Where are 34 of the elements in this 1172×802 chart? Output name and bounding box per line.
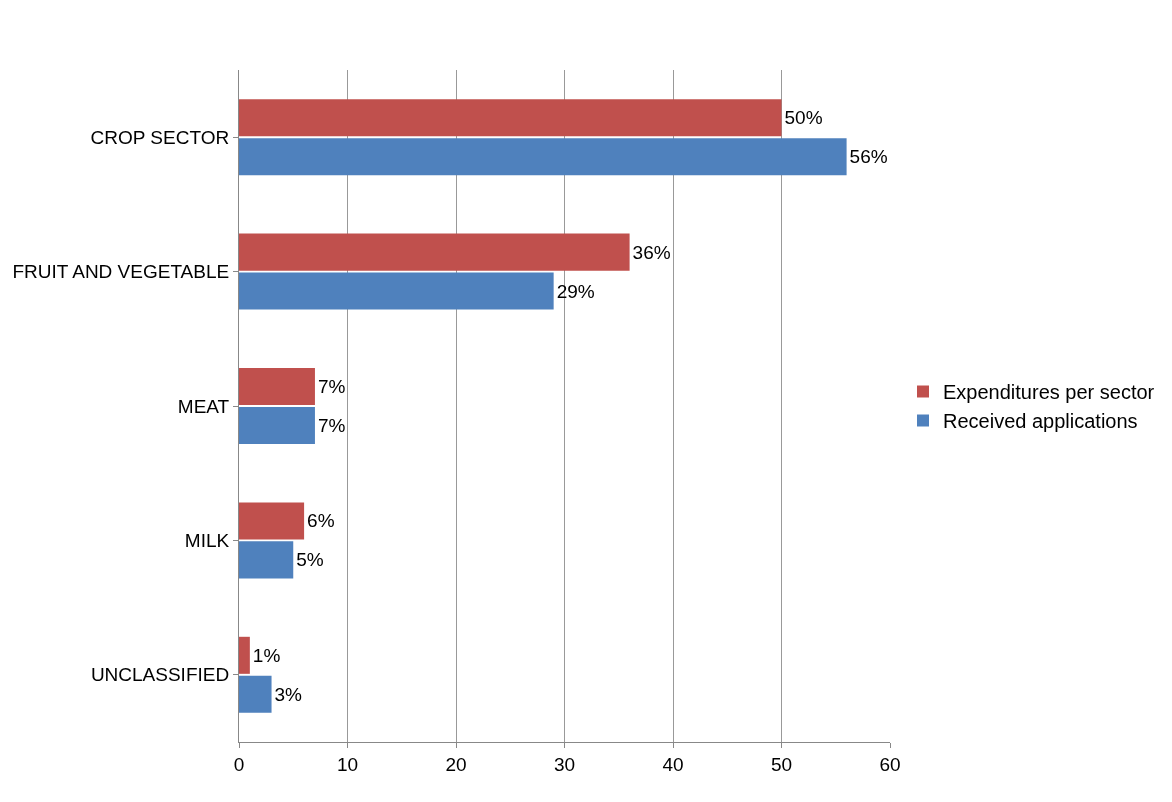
x-tick-label: 60 [879,753,901,775]
y-tick-label: MILK [184,530,230,552]
data-label: 50% [784,107,823,129]
x-tick-label: 20 [445,753,467,775]
bar [239,675,272,713]
legend-label: Expenditures per sector [943,381,1155,404]
y-tick-label: FRUIT AND VEGETABLE [12,261,230,283]
bar [239,99,782,137]
y-tick-label: CROP SECTOR [90,126,230,148]
data-label: 5% [296,549,324,571]
legend-label: Received applications [943,410,1138,433]
bar [239,368,315,406]
x-tick-label: 30 [553,753,576,775]
x-tick-label: 40 [662,753,684,775]
data-label: 7% [317,376,346,398]
x-tick-label: 10 [336,753,359,775]
data-label: 36% [632,241,671,263]
data-label: 7% [317,414,346,436]
y-tick-label: MEAT [177,395,230,417]
bar [239,502,305,540]
x-tick-label: 0 [233,753,245,775]
bar [239,233,630,271]
data-label: 1% [252,644,281,666]
y-tick-label: UNCLASSIFIED [90,664,230,686]
bar [239,406,315,444]
bar [239,636,250,674]
data-label: 56% [849,146,888,168]
x-tick-label: 50 [770,753,793,775]
data-label: 29% [556,280,595,302]
bar [239,541,294,579]
data-label: 3% [274,683,303,705]
bar [239,272,554,310]
bar [239,138,847,176]
data-label: 6% [307,510,335,532]
